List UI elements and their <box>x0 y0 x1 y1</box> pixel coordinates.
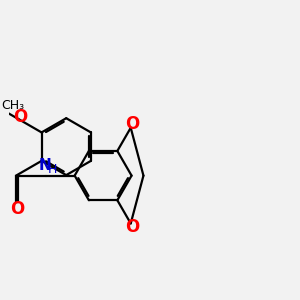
Text: O: O <box>125 115 139 133</box>
Text: O: O <box>125 218 139 236</box>
Text: O: O <box>13 108 28 126</box>
Text: N: N <box>39 158 52 173</box>
Text: H: H <box>48 163 57 176</box>
Text: O: O <box>10 200 24 218</box>
Text: CH₃: CH₃ <box>1 99 24 112</box>
